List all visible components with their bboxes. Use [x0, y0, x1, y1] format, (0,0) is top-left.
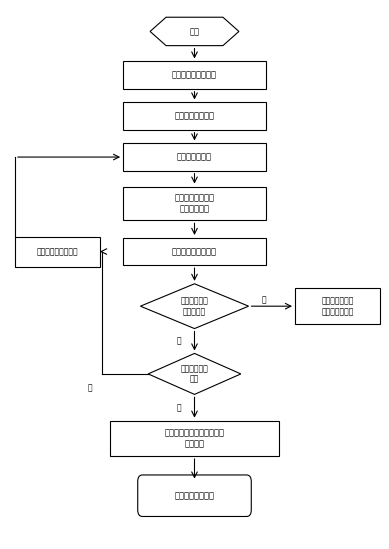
Polygon shape: [140, 284, 249, 328]
Text: 是否在温度范
非温度范围: 是否在温度范 非温度范围: [180, 296, 209, 316]
FancyBboxPatch shape: [123, 61, 266, 89]
FancyBboxPatch shape: [123, 238, 266, 265]
Text: 按等参量范围内
较大大于范围及: 按等参量范围内 较大大于范围及: [321, 296, 354, 316]
Text: 计算各交叉位置、
相邻节点之上: 计算各交叉位置、 相邻节点之上: [175, 194, 214, 213]
Polygon shape: [148, 354, 241, 394]
FancyBboxPatch shape: [110, 421, 279, 456]
Text: 开始: 开始: [189, 27, 200, 36]
Text: 是: 是: [177, 403, 181, 412]
Text: 否: 否: [88, 383, 93, 392]
Text: 按等效温度点、算各参量对
应、测量: 按等效温度点、算各参量对 应、测量: [165, 429, 224, 448]
Text: 计算各参量局部位置: 计算各参量局部位置: [172, 247, 217, 256]
FancyBboxPatch shape: [123, 187, 266, 221]
FancyBboxPatch shape: [123, 143, 266, 171]
Polygon shape: [150, 17, 239, 46]
Text: 是: 是: [262, 295, 266, 304]
Text: 确定温度等效点对: 确定温度等效点对: [175, 111, 214, 121]
Text: 否: 否: [177, 337, 181, 345]
Text: 是否小于测量
范围: 是否小于测量 范围: [180, 364, 209, 384]
FancyBboxPatch shape: [295, 288, 380, 324]
Text: 求等效温度点位: 求等效温度点位: [177, 153, 212, 161]
Text: 按等比例完成、止: 按等比例完成、止: [175, 491, 214, 500]
FancyBboxPatch shape: [138, 475, 251, 517]
FancyBboxPatch shape: [123, 103, 266, 130]
Text: 收集、反馈管道管径: 收集、反馈管道管径: [172, 71, 217, 80]
FancyBboxPatch shape: [15, 237, 100, 267]
Text: 各个参量数値、完毕: 各个参量数値、完毕: [37, 247, 78, 256]
